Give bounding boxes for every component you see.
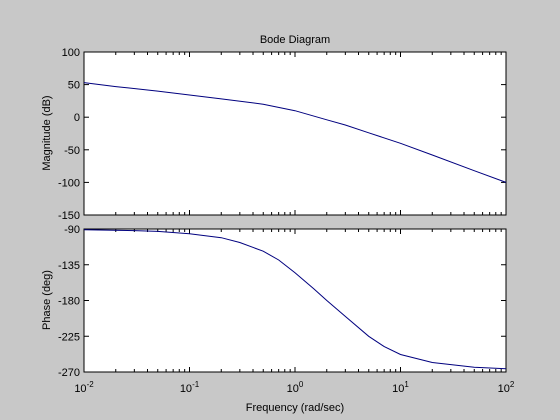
frequency-tick-label: 101 [392,380,409,395]
phase-y-tick-label: -270 [58,367,80,379]
frequency-tick-label: 10-2 [74,380,94,395]
magnitude-y-tick-label: -100 [58,177,80,189]
frequency-tick-label: 100 [287,380,304,395]
magnitude-y-tick-label: -150 [58,210,80,222]
frequency-tick-label: 10-1 [180,380,200,395]
frequency-axis-label: Frequency (rad/sec) [246,402,344,414]
phase-plot-area [83,228,507,373]
phase-series-line [83,229,507,370]
magnitude-series-line [83,82,507,183]
chart-title: Bode Diagram [260,34,330,46]
magnitude-panel: 100 50 0 -50 -100 -150 [58,47,507,222]
phase-y-tick-label: -225 [58,331,80,343]
magnitude-y-tick-label: 100 [62,47,80,59]
magnitude-y-tick-label: 50 [68,80,80,92]
phase-y-tick-label: -135 [58,260,80,272]
magnitude-y-tick-label: -50 [64,145,80,157]
phase-y-tick-label: -180 [58,296,80,308]
phase-y-tick-label: -90 [64,224,80,236]
phase-axis-label: Phase (deg) [41,270,53,330]
magnitude-y-tick-label: 0 [74,112,80,124]
magnitude-axis-label: Magnitude (dB) [41,95,53,170]
magnitude-plot-area [83,51,507,216]
frequency-tick-label: 102 [498,380,515,395]
